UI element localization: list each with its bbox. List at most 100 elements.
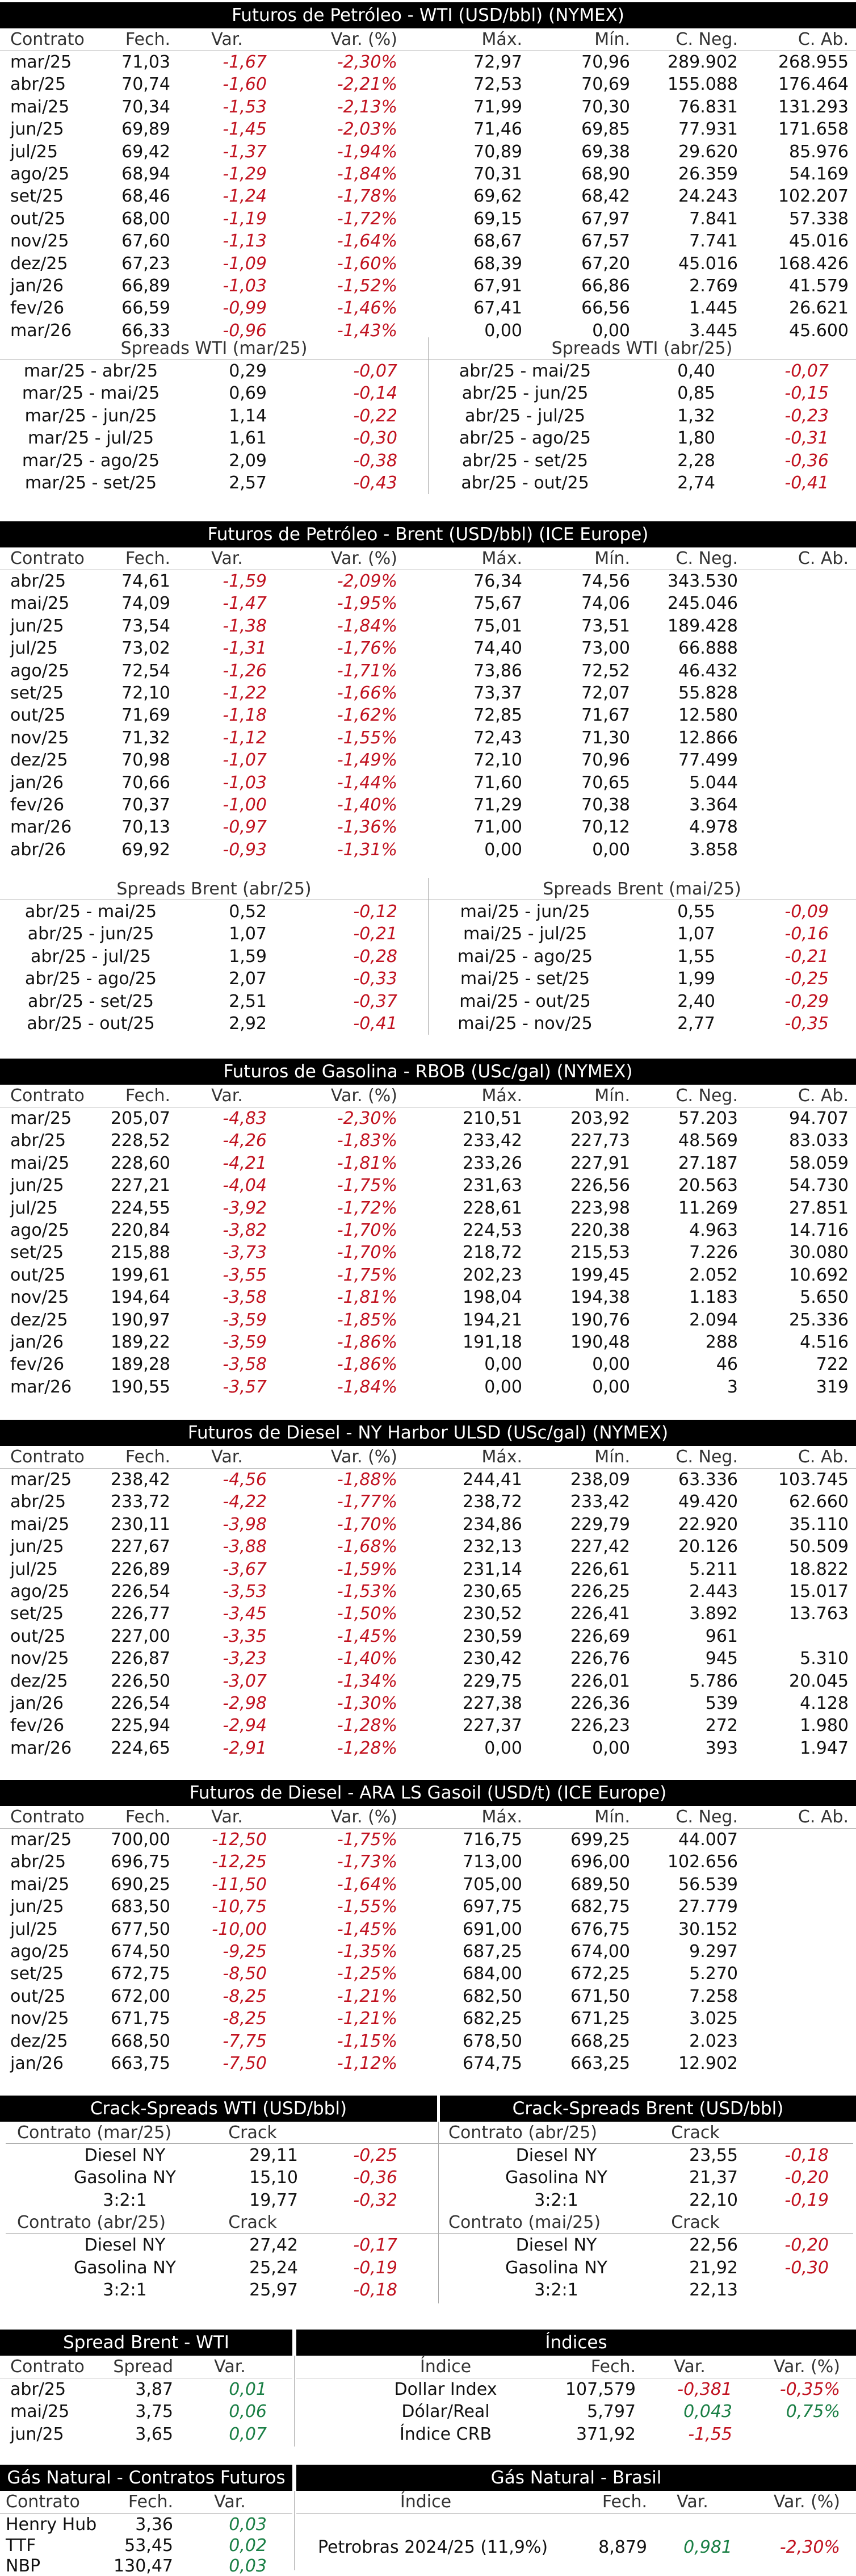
gasoil-row: mar/25 700,00 -12,50 -1,75% 716,75 699,25 44.0… — [0, 1829, 856, 1851]
table-cell: -1,53% — [337, 1582, 397, 1601]
table-cell: -12,50 — [212, 1830, 267, 1850]
rbob-row: set/25 215,88 -3,73 -1,70% 218,72 215,53 7.226… — [0, 1241, 856, 1264]
table-cell: abr/25 - ago/25 — [459, 428, 591, 449]
table-cell: 70,12 — [581, 817, 630, 838]
table-cell: -0,41 — [784, 473, 829, 493]
table-cell: abr/26 — [10, 839, 66, 860]
table-cell — [755, 704, 849, 726]
table-cell: set/25 — [10, 683, 64, 703]
table-cell: mar/26 — [10, 817, 72, 838]
ulsd-title-bar: Futuros de Diesel - NY Harbor ULSD (USc/… — [0, 1420, 856, 1446]
brent-header-row: Contrato Fech. Var. Var. (%) Máx. Mín. C. Neg.… — [0, 547, 856, 570]
table-cell: -10,00 — [212, 1919, 267, 1939]
table-cell: 48.569 — [678, 1131, 738, 1151]
table-cell: -1,55 — [688, 2424, 732, 2444]
table-cell: 69,85 — [581, 119, 630, 140]
column-header: Var. (%) — [330, 1807, 397, 1827]
table-cell: 699,25 — [570, 1830, 630, 1850]
table-cell: 45.016 — [678, 253, 738, 274]
table-cell: 70,31 — [473, 164, 522, 184]
table-cell: 22,56 — [689, 2235, 738, 2256]
ulsd-row: jan/26 226,54 -2,98 -1,30% 227,38 226,36 539 4.… — [0, 1692, 856, 1714]
table-cell: -1,62% — [337, 705, 397, 726]
table-cell: -0,36 — [784, 450, 829, 471]
table-cell: abr/25 - mai/25 — [459, 361, 591, 381]
table-cell: 94.707 — [789, 1109, 849, 1128]
table-cell: set/25 — [10, 1604, 64, 1624]
wti-row: nov/25 67,60 -1,13 -1,64% 68,67 67,57 7.741 45.… — [0, 230, 856, 252]
column-header: Máx. — [481, 1807, 522, 1827]
table-cell: 224,53 — [463, 1220, 522, 1240]
table-cell: 15.017 — [789, 1582, 849, 1601]
table-cell: 220,38 — [570, 1220, 630, 1240]
table-cell: 3,75 — [135, 2402, 173, 2422]
table-cell: 70,96 — [581, 750, 630, 771]
crack-row: 3:2:1 22,10 -0,19 — [0, 2189, 856, 2211]
column-header: Mín. — [594, 30, 630, 49]
column-header: Contrato — [10, 549, 85, 568]
table-cell: -3,23 — [223, 1649, 267, 1669]
table-cell: -0,30 — [353, 428, 397, 449]
wti-row: fev/26 66,59 -0,99 -1,46% 67,41 66,56 1.445 26.… — [0, 297, 856, 319]
gasoil-row: jan/26 663,75 -7,50 -1,12% 674,75 663,25 12.90… — [0, 2052, 856, 2075]
table-cell: 227,38 — [463, 1693, 522, 1713]
table-cell: mai/25 - nov/25 — [458, 1014, 593, 1034]
table-cell: 26.359 — [678, 164, 738, 184]
column-header: Var. — [211, 30, 243, 49]
table-cell: Dólar/Real — [401, 2402, 490, 2422]
table-cell: -0,18 — [353, 2280, 397, 2300]
table-cell: 244,41 — [463, 1470, 522, 1490]
table-cell: 1,14 — [229, 405, 267, 426]
table-cell: 226,54 — [111, 1693, 170, 1713]
table-cell: mai/25 - jun/25 — [460, 902, 590, 922]
table-cell: 7.841 — [689, 208, 738, 229]
column-header: C. Neg. — [675, 1447, 738, 1467]
table-cell: NBP — [6, 2556, 41, 2576]
column-header: Var. — [674, 2357, 706, 2377]
column-header: Mín. — [594, 1807, 630, 1827]
table-cell: 30.152 — [678, 1919, 738, 1939]
table-cell: mar/26 — [10, 1377, 72, 1397]
table-cell: -1,22 — [223, 683, 267, 703]
table-cell: ago/25 — [10, 660, 70, 681]
crack-row: Gasolina NY 21,37 -0,20 — [0, 2167, 856, 2189]
table-cell: -1,09 — [223, 253, 267, 274]
wti-spread-row: mar/25 - set/25 2,57 -0,43 abr/25 - out/25 2… — [0, 472, 856, 494]
table-cell: 210,51 — [463, 1109, 522, 1128]
wti-title-bar: Futuros de Petróleo - WTI (USD/bbl) (NYM… — [0, 2, 856, 28]
table-cell: 62.660 — [789, 1492, 849, 1512]
table-cell: 5.786 — [689, 1671, 738, 1691]
table-cell: -0,25 — [353, 2146, 397, 2165]
table-cell: 77.931 — [678, 119, 738, 140]
table-cell: 0,06 — [229, 2402, 267, 2422]
table-cell: -1,59 — [223, 571, 267, 591]
table-cell: -4,22 — [223, 1492, 267, 1512]
table-cell: -1,45% — [337, 1919, 397, 1939]
table-cell: -1,12 — [223, 727, 267, 748]
wti-row: jun/25 69,89 -1,45 -2,03% 71,46 69,85 77.931 17… — [0, 118, 856, 140]
table-cell: -3,73 — [223, 1243, 267, 1263]
table-cell: 0,52 — [229, 902, 267, 922]
table-cell: -0,25 — [784, 969, 829, 989]
crack-header-row: Contrato (mai/25) Crack — [0, 2211, 856, 2234]
table-cell: 682,25 — [463, 2009, 522, 2029]
table-cell: out/25 — [10, 1986, 66, 2006]
table-cell: 0,00 — [484, 1738, 522, 1758]
column-header: Fech. — [125, 1086, 170, 1106]
table-cell: 2.023 — [689, 2031, 738, 2051]
table-cell: 23,55 — [689, 2146, 738, 2165]
table-cell: 696,00 — [570, 1852, 630, 1872]
table-cell: 227,42 — [570, 1537, 630, 1557]
ulsd-row: jun/25 227,67 -3,88 -1,68% 232,13 227,42 20.12… — [0, 1536, 856, 1558]
table-cell: mar/26 — [10, 1738, 72, 1758]
table-cell: jun/25 — [10, 119, 64, 140]
table-cell: 46 — [716, 1354, 738, 1375]
table-cell: 21,92 — [689, 2257, 738, 2278]
gas-futures-row: NBP 130,47 0,03 — [0, 2555, 856, 2576]
column-header: Fech. — [602, 2492, 647, 2512]
table-cell: nov/25 — [10, 2009, 69, 2029]
column-header: Var. — [211, 1447, 243, 1467]
rbob-row: dez/25 190,97 -3,59 -1,85% 194,21 190,76 2.094… — [0, 1309, 856, 1331]
column-header: Máx. — [481, 30, 522, 49]
table-cell: 0,00 — [484, 320, 522, 341]
